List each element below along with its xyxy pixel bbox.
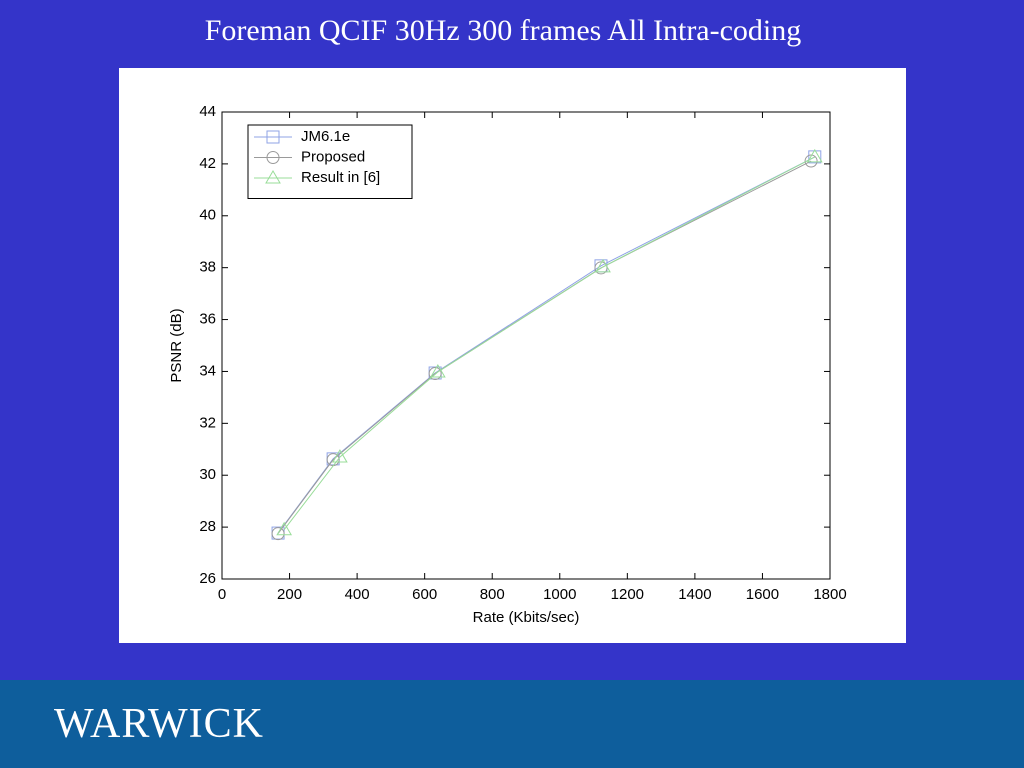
marker	[804, 154, 818, 168]
x-tick-label: 400	[345, 586, 370, 603]
y-tick-label: 38	[199, 259, 216, 276]
y-tick-label: 32	[199, 414, 216, 431]
x-tick-label: 0	[218, 586, 226, 603]
legend-marker	[266, 130, 280, 144]
y-tick-label: 30	[199, 466, 216, 483]
x-tick-label: 1200	[611, 586, 644, 603]
series-line	[277, 156, 816, 534]
marker	[808, 150, 822, 164]
marker	[332, 449, 348, 463]
marker	[428, 367, 442, 381]
legend-label: Result in [6]	[301, 169, 380, 186]
x-tick-label: 1800	[813, 586, 846, 603]
y-tick-label: 44	[199, 103, 216, 120]
marker	[806, 148, 823, 163]
logo: WARWICK	[54, 701, 264, 747]
y-tick-label: 42	[199, 155, 216, 172]
y-tick-label: 40	[199, 207, 216, 224]
x-tick-label: 1600	[746, 586, 779, 603]
series-line	[277, 160, 812, 534]
series-line	[283, 156, 816, 531]
legend-label: JM6.1e	[301, 128, 350, 145]
legend-marker	[266, 151, 280, 164]
footer	[0, 680, 1024, 768]
y-tick-label: 36	[199, 311, 216, 328]
x-axis-label: Rate (Kbits/sec)	[473, 609, 580, 626]
marker	[595, 258, 611, 273]
slide-title: Foreman QCIF 30Hz 300 frames All Intra-c…	[204, 14, 802, 47]
x-tick-label: 1000	[543, 586, 576, 603]
y-tick-label: 34	[199, 362, 216, 379]
chart-panel: 0 200 400 600 800 1000 1200 1400 1600 1800 26 28 30 3…	[119, 68, 906, 643]
y-tick-label: 26	[199, 570, 216, 587]
marker	[276, 521, 293, 536]
legend-label: Proposed	[301, 148, 365, 165]
marker	[271, 527, 285, 541]
legend-marker	[265, 170, 281, 184]
x-tick-label: 200	[277, 586, 302, 603]
x-tick-label: 600	[412, 586, 437, 603]
x-tick-label: 1400	[678, 586, 711, 603]
marker	[429, 363, 446, 378]
y-tick-label: 28	[199, 518, 216, 535]
marker	[594, 261, 608, 275]
chart: 0 200 400 600 800 1000 1200 1400 1600 1800 26 28 30 3…	[168, 103, 847, 626]
plot-frame	[221, 111, 831, 580]
y-axis-label: PSNR (dB)	[168, 308, 185, 382]
x-tick-label: 800	[480, 586, 505, 603]
